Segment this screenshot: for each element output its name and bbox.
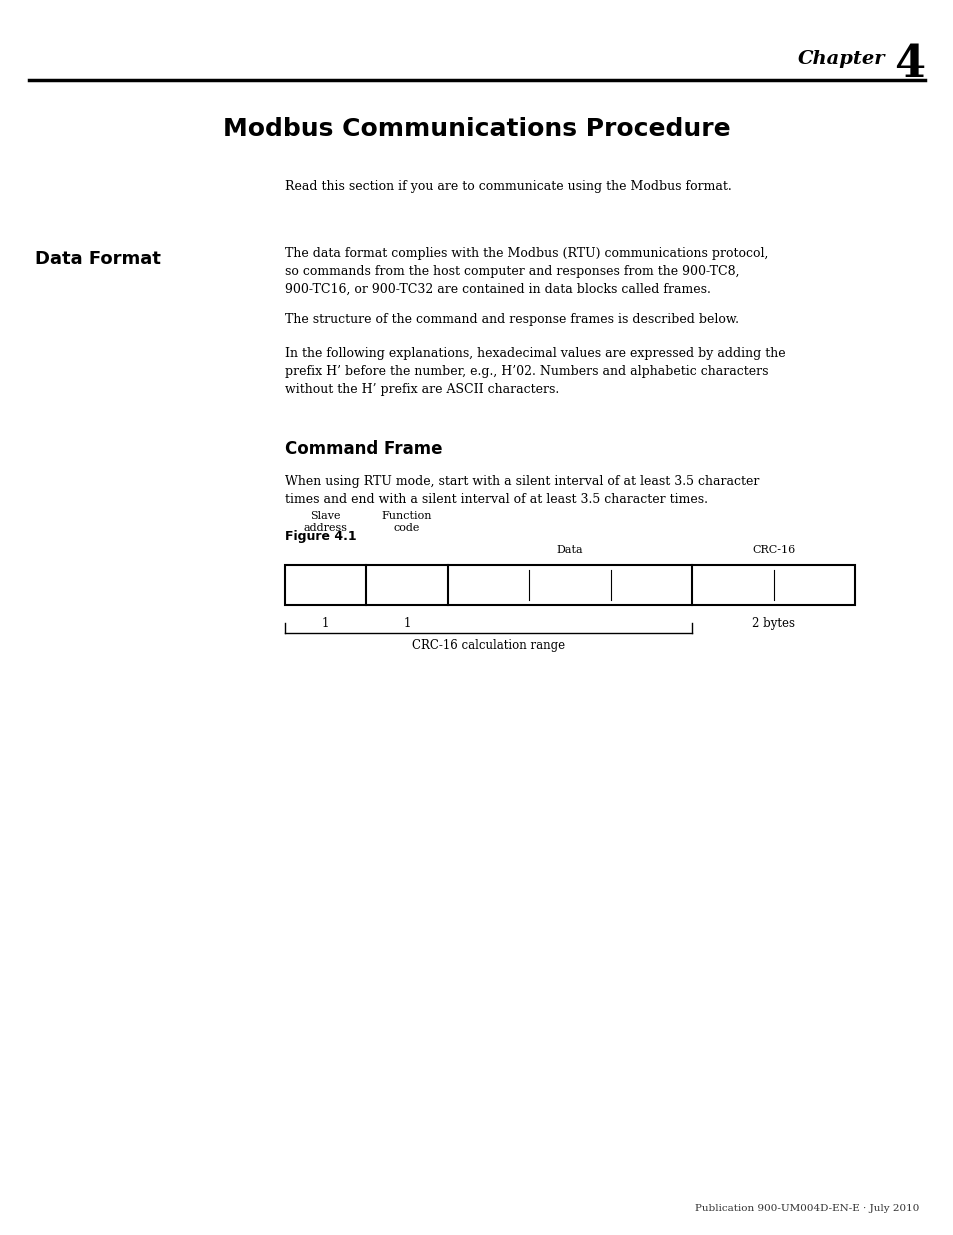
Text: Figure 4.1: Figure 4.1 — [285, 530, 356, 543]
Text: Modbus Communications Procedure: Modbus Communications Procedure — [223, 117, 730, 141]
Text: Chapter: Chapter — [797, 49, 884, 68]
Bar — [285, 564, 854, 605]
Text: Data: Data — [557, 545, 582, 555]
Text: Data Format: Data Format — [35, 249, 161, 268]
Text: 1: 1 — [403, 618, 411, 630]
Text: CRC-16: CRC-16 — [751, 545, 795, 555]
Text: Publication 900-UM004D-EN-E · July 2010: Publication 900-UM004D-EN-E · July 2010 — [694, 1204, 918, 1213]
Text: CRC-16 calculation range: CRC-16 calculation range — [412, 638, 564, 652]
Text: Function
code: Function code — [381, 510, 432, 534]
Text: The structure of the command and response frames is described below.: The structure of the command and respons… — [285, 312, 739, 326]
Text: In the following explanations, hexadecimal values are expressed by adding the
pr: In the following explanations, hexadecim… — [285, 347, 785, 396]
Text: The data format complies with the Modbus (RTU) communications protocol,
so comma: The data format complies with the Modbus… — [285, 247, 767, 296]
Text: 1: 1 — [322, 618, 329, 630]
Text: Slave
address: Slave address — [303, 510, 347, 534]
Text: 2 bytes: 2 bytes — [751, 618, 794, 630]
Text: Read this section if you are to communicate using the Modbus format.: Read this section if you are to communic… — [285, 180, 731, 193]
Text: When using RTU mode, start with a silent interval of at least 3.5 character
time: When using RTU mode, start with a silent… — [285, 475, 759, 506]
Text: 4: 4 — [893, 43, 924, 86]
Text: Command Frame: Command Frame — [285, 440, 442, 458]
